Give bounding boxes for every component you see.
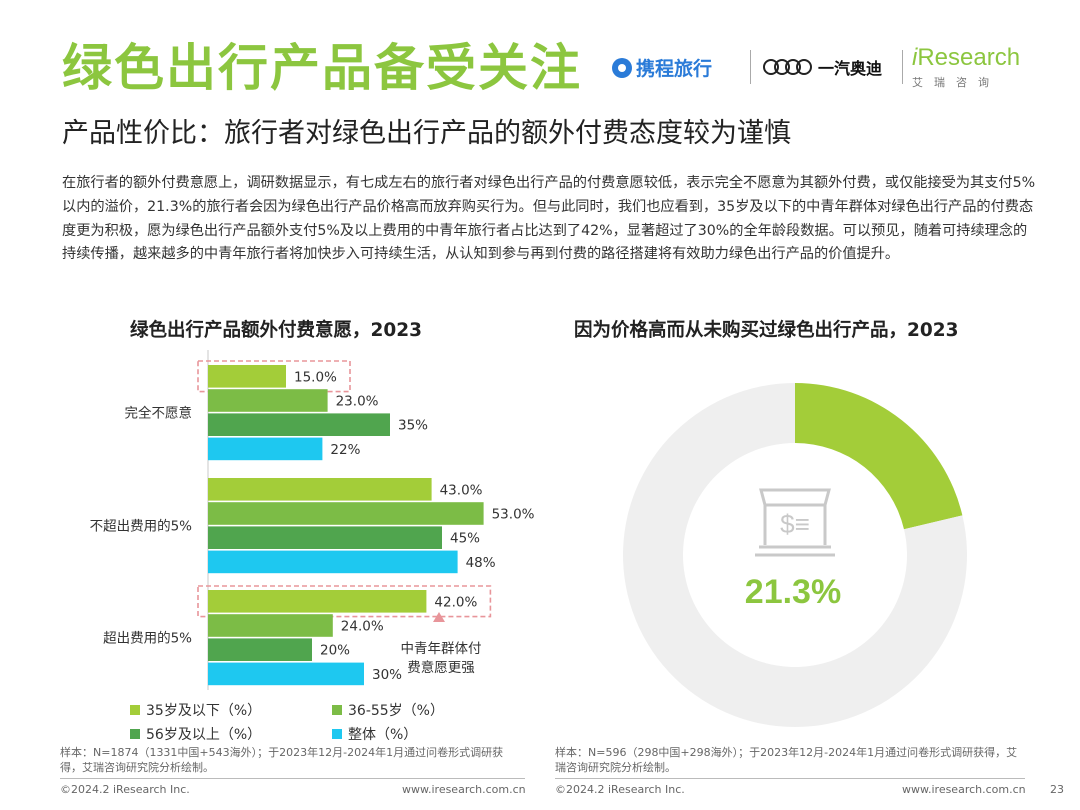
highlight-box bbox=[197, 585, 492, 618]
bar bbox=[208, 413, 390, 436]
sample-note-left: 样本：N=1874（1331中国+543海外）；于2023年12月-2024年1… bbox=[60, 746, 504, 774]
bar-value-label: 48% bbox=[466, 555, 496, 571]
iresearch-logo: iResearch 艾瑞咨询 bbox=[912, 44, 1020, 90]
page-subtitle: 产品性价比：旅行者对绿色出行产品的额外付费态度较为谨慎 bbox=[62, 118, 791, 149]
bar bbox=[208, 638, 312, 661]
logo-divider bbox=[750, 50, 751, 84]
donut-slice-rest bbox=[623, 383, 967, 727]
donut-chart: $≡ 21.3% bbox=[623, 383, 967, 727]
legend-label: 35岁及以下（%） bbox=[146, 703, 262, 719]
bar-value-label: 53.0% bbox=[492, 507, 535, 523]
bar-value-label: 22% bbox=[330, 442, 360, 458]
ctrip-logo: 携程旅行 bbox=[612, 54, 712, 81]
bar bbox=[208, 389, 328, 412]
bar-value-label: 23.0% bbox=[336, 394, 379, 410]
annotation-marker bbox=[433, 612, 445, 622]
bar bbox=[208, 590, 427, 613]
footer-divider bbox=[555, 778, 1025, 779]
bar-value-label: 35% bbox=[398, 418, 428, 434]
bar-chart-title: 绿色出行产品额外付费意愿，2023 bbox=[130, 320, 422, 341]
legend-swatch bbox=[130, 705, 140, 715]
faw-audi-logo-text: 一汽奥迪 bbox=[818, 59, 883, 78]
page-title: 绿色出行产品备受关注 bbox=[62, 39, 582, 97]
bar bbox=[208, 502, 484, 525]
bar bbox=[208, 478, 432, 501]
logo-bar: 携程旅行 一汽奥迪 iResearch 艾瑞咨询 bbox=[612, 44, 1032, 96]
legend-swatch bbox=[130, 729, 140, 739]
bar-value-label: 45% bbox=[450, 531, 480, 547]
logo-divider bbox=[902, 50, 903, 84]
footer-divider bbox=[60, 778, 525, 779]
footer-copyright-left: ©2024.2 iResearch Inc. bbox=[60, 783, 190, 796]
legend-item-35-under: 35岁及以下（%） bbox=[130, 700, 261, 720]
price-tag-icon: $≡ bbox=[755, 488, 835, 557]
bar-value-label: 15.0% bbox=[294, 369, 337, 385]
donut-slice-highlight bbox=[795, 383, 963, 530]
donut-center-value: 21.3% bbox=[745, 573, 841, 611]
legend-item-56-over: 56岁及以上（%） bbox=[130, 724, 261, 744]
legend-item-overall: 整体（%） bbox=[332, 724, 417, 744]
bar bbox=[208, 550, 458, 574]
legend-label: 56岁及以上（%） bbox=[146, 727, 262, 743]
category-label: 完全不愿意 bbox=[125, 405, 193, 422]
ctrip-logo-icon bbox=[612, 57, 632, 78]
bar-value-label: 42.0% bbox=[434, 594, 477, 610]
bar bbox=[208, 526, 442, 549]
legend-swatch bbox=[332, 729, 342, 739]
sample-note-right: 样本：N=596（298中国+298海外）；于2023年12月-2024年1月通… bbox=[555, 746, 1018, 774]
annotation-line-2: 费意愿更强 bbox=[407, 660, 475, 676]
ctrip-logo-text: 携程旅行 bbox=[636, 58, 713, 80]
page-number: 23 bbox=[1050, 783, 1064, 796]
footer-url-left: www.iresearch.com.cn bbox=[402, 783, 526, 796]
donut-chart-title: 因为价格高而从未购买过绿色出行产品，2023 bbox=[574, 320, 959, 341]
bar bbox=[208, 437, 323, 461]
category-label: 超出费用的5% bbox=[103, 631, 192, 647]
legend-label: 整体（%） bbox=[348, 727, 418, 743]
bar bbox=[208, 365, 286, 388]
category-label: 不超出费用的5% bbox=[90, 519, 193, 535]
annotation-line-1: 中青年群体付 bbox=[400, 641, 482, 657]
bar-value-label: 30% bbox=[372, 667, 402, 683]
iresearch-logo-cn: 艾瑞咨询 bbox=[912, 76, 1000, 89]
audi-rings-icon bbox=[763, 59, 812, 75]
bar-chart: 完全不愿意 15.0% 23.0% 35% 22% 不超出费用的5% 43.0% 53.0% 4… bbox=[90, 350, 535, 690]
bar bbox=[208, 614, 333, 637]
legend-swatch bbox=[332, 705, 342, 715]
bar-value-label: 24.0% bbox=[341, 619, 384, 635]
legend-item-36-55: 36-55岁（%） bbox=[332, 700, 444, 720]
footer-url-right: www.iresearch.com.cn bbox=[902, 783, 1026, 796]
bar-value-label: 20% bbox=[320, 643, 350, 659]
bar-value-label: 43.0% bbox=[440, 482, 483, 498]
intro-paragraph: 在旅行者的额外付费意愿上，调研数据显示，有七成左右的旅行者对绿色出行产品的付费意… bbox=[62, 175, 1036, 263]
bar bbox=[208, 662, 364, 686]
legend-label: 36-55岁（%） bbox=[348, 703, 444, 719]
bar-chart-annotation: 中青年群体付 费意愿更强 bbox=[395, 640, 487, 678]
footer-copyright-right: ©2024.2 iResearch Inc. bbox=[555, 783, 685, 796]
svg-text:$≡: $≡ bbox=[780, 509, 810, 539]
iresearch-logo-i: i bbox=[912, 44, 918, 71]
iresearch-logo-word: Research bbox=[917, 44, 1021, 71]
